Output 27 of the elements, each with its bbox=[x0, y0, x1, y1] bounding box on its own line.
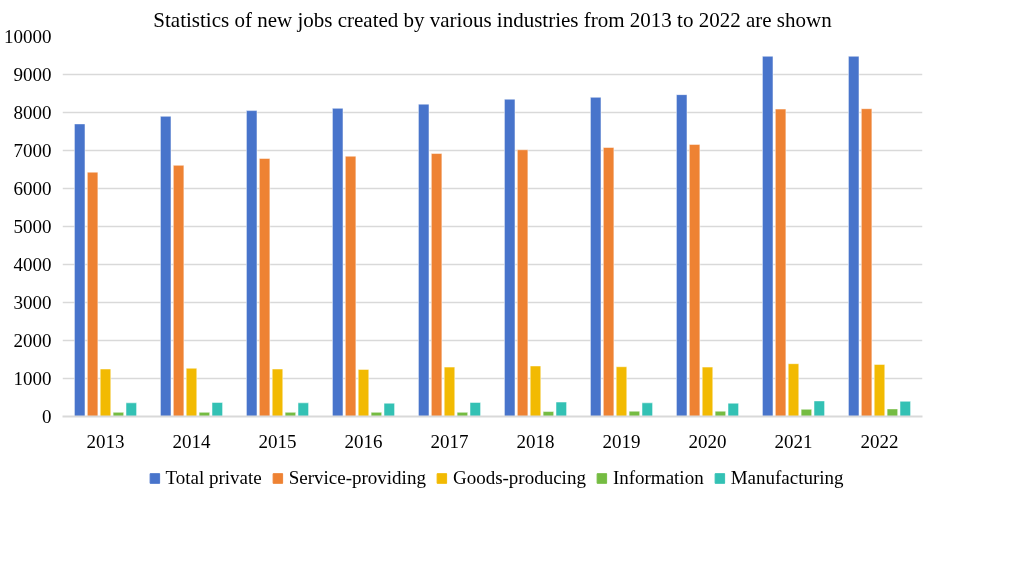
x-tick-label: 2021 bbox=[774, 430, 813, 452]
y-tick-label: 2000 bbox=[13, 330, 52, 351]
y-tick-label: 0 bbox=[42, 406, 52, 427]
y-tick-label: 10000 bbox=[4, 26, 52, 47]
x-tick-label: 2015 bbox=[258, 430, 297, 452]
x-tick-label: 2013 bbox=[86, 430, 125, 452]
y-tick-label: 3000 bbox=[13, 292, 52, 313]
legend-label: Goods-producing bbox=[452, 467, 586, 489]
x-tick-label: 2014 bbox=[172, 430, 211, 452]
legend-label: Manufacturing bbox=[730, 467, 844, 489]
y-tick-label: 4000 bbox=[13, 254, 52, 275]
x-tick-label: 2022 bbox=[860, 430, 899, 452]
y-tick-label: 6000 bbox=[13, 178, 52, 199]
x-tick-label: 2019 bbox=[602, 430, 641, 452]
legend-label: Service-providing bbox=[288, 467, 426, 489]
y-tick-label: 7000 bbox=[13, 140, 52, 161]
x-tick-label: 2020 bbox=[688, 430, 727, 452]
y-tick-label: 9000 bbox=[13, 64, 52, 85]
chart-title: Statistics of new jobs created by various industries from 2013 to 2022 are shown bbox=[153, 7, 833, 32]
y-tick-label: 5000 bbox=[13, 216, 52, 237]
legend-label: Total private bbox=[165, 467, 262, 489]
y-tick-label: 1000 bbox=[13, 368, 52, 389]
x-tick-label: 2017 bbox=[430, 430, 469, 452]
x-tick-label: 2016 bbox=[344, 430, 383, 452]
legend-label: Information bbox=[612, 467, 704, 489]
y-tick-label: 8000 bbox=[13, 102, 52, 123]
x-tick-label: 2018 bbox=[516, 430, 555, 452]
